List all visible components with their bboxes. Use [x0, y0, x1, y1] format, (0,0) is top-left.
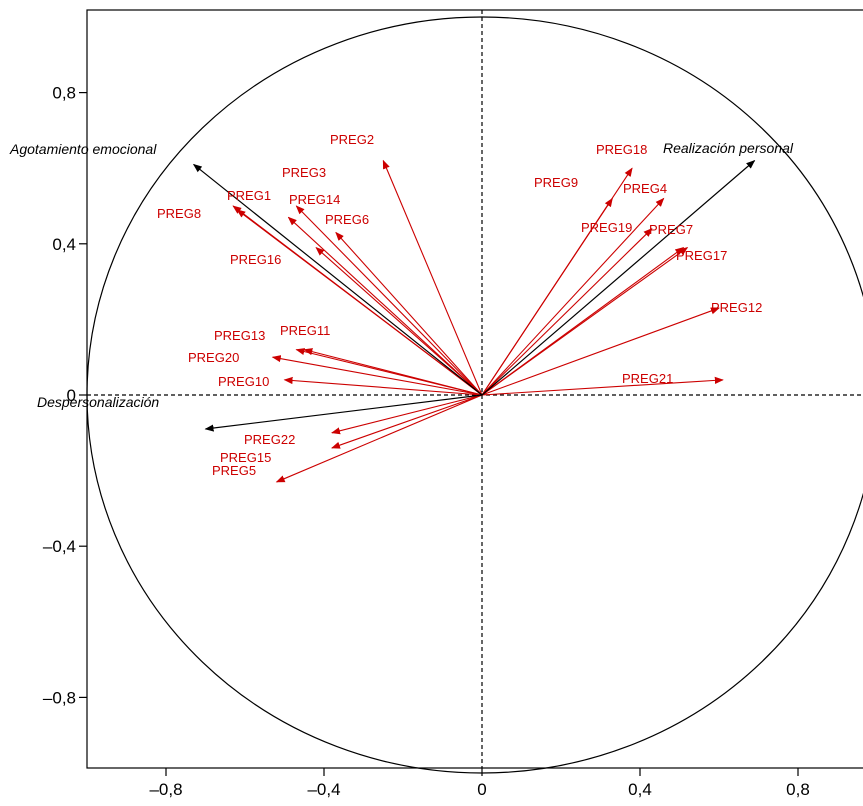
vector-preg12 [481, 307, 720, 396]
variable-label-preg4: PREG4 [623, 181, 667, 196]
vector-preg13 [295, 348, 483, 396]
variable-label-preg11: PREG11 [280, 323, 330, 338]
vector-preg16 [315, 246, 483, 396]
x-tick-label: 0,8 [786, 780, 810, 799]
y-tick-label: 0,4 [52, 235, 76, 254]
variable-label-preg1: PREG1 [227, 188, 271, 203]
y-tick-label: –0,8 [43, 688, 76, 707]
dimension-despersonalizacion-vector [204, 394, 483, 432]
y-tick-label: 0,8 [52, 84, 76, 103]
dimension-agotamiento-vector [192, 163, 483, 396]
variable-label-preg14: PREG14 [289, 192, 340, 207]
variable-label-preg10: PREG10 [218, 374, 269, 389]
vector-preg17 [481, 247, 689, 396]
dimension-agotamiento-label: Agotamiento emocional [9, 141, 157, 157]
variable-label-preg12: PREG12 [711, 300, 762, 315]
dimension-despersonalizacion-label: Despersonalización [37, 394, 159, 410]
variable-label-preg3: PREG3 [282, 165, 326, 180]
variable-label-preg8: PREG8 [157, 206, 201, 221]
vector-preg6 [335, 231, 483, 396]
x-tick-label: 0,4 [628, 780, 652, 799]
vector-preg15 [331, 394, 483, 449]
variable-label-preg17: PREG17 [676, 248, 727, 263]
vector-preg10 [283, 376, 483, 396]
vector-preg8 [232, 205, 483, 396]
x-tick-label: –0,8 [149, 780, 182, 799]
variable-label-preg19: PREG19 [581, 220, 632, 235]
variable-label-preg15: PREG15 [220, 450, 271, 465]
y-tick-label: 0 [67, 386, 76, 405]
variable-label-preg22: PREG22 [244, 432, 295, 447]
vector-preg22 [331, 394, 483, 435]
variable-label-preg20: PREG20 [188, 350, 239, 365]
variable-label-preg7: PREG7 [649, 222, 693, 237]
vector-preg18 [481, 167, 633, 396]
vector-preg14 [295, 205, 483, 396]
vector-preg19 [481, 228, 653, 396]
dimension-realizacion-label: Realización personal [663, 140, 794, 156]
vector-preg5 [275, 394, 483, 483]
variable-label-preg9: PREG9 [534, 175, 578, 190]
variable-label-preg21: PREG21 [622, 371, 673, 386]
vector-preg3 [287, 216, 483, 396]
vector-preg2 [382, 159, 483, 396]
vector-preg21 [481, 376, 724, 396]
x-tick-label: –0,4 [307, 780, 340, 799]
y-tick-label: –0,4 [43, 537, 76, 556]
vector-preg4 [481, 197, 665, 396]
variable-label-preg2: PREG2 [330, 132, 374, 147]
variable-label-preg16: PREG16 [230, 252, 281, 267]
vector-preg20 [271, 355, 483, 396]
x-tick-label: 0 [477, 780, 486, 799]
variable-label-preg13: PREG13 [214, 328, 265, 343]
variable-label-preg18: PREG18 [596, 142, 647, 157]
dimension-realizacion-vector [481, 160, 756, 396]
variable-label-preg5: PREG5 [212, 463, 256, 478]
variable-label-preg6: PREG6 [325, 212, 369, 227]
